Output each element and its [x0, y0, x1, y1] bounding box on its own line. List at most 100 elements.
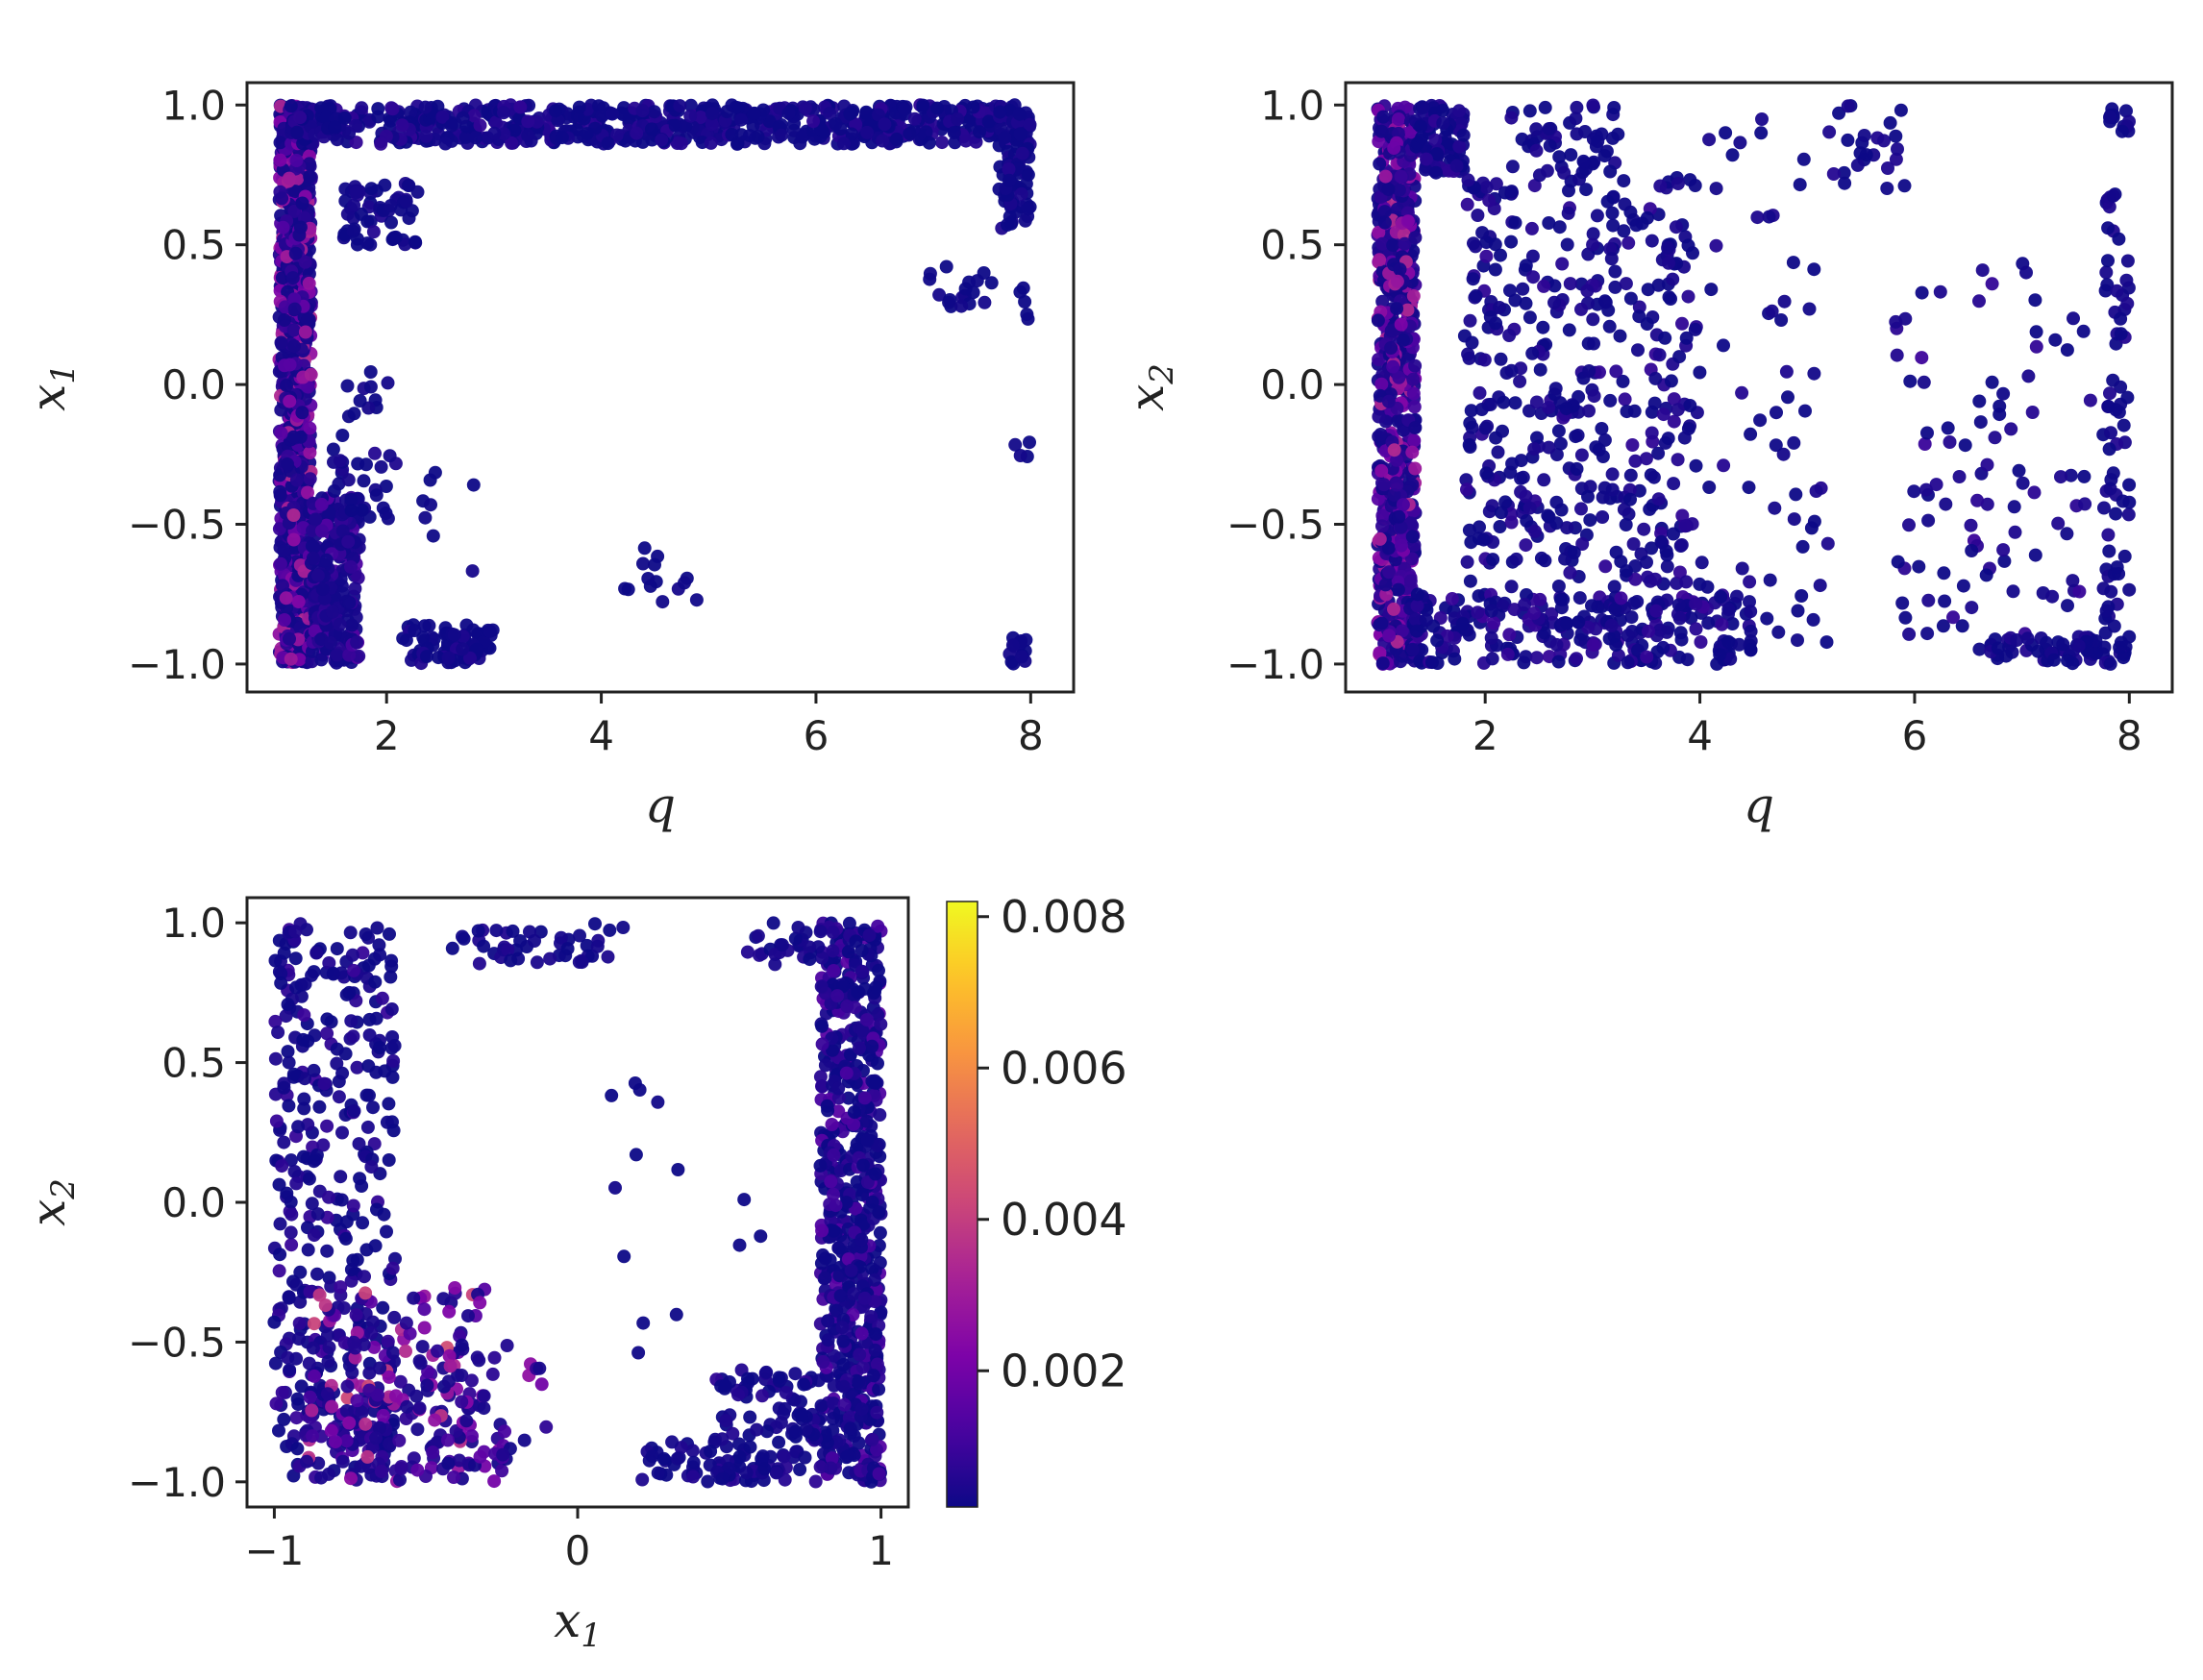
scatter-point: [384, 970, 398, 984]
scatter-point: [1689, 597, 1703, 611]
scatter-point: [1943, 435, 1957, 449]
scatter-point: [2061, 599, 2074, 613]
scatter-point: [289, 1411, 304, 1425]
scatter-point: [303, 421, 317, 435]
scatter-point: [1654, 534, 1669, 549]
scatter-point: [347, 198, 361, 212]
scatter-point: [1586, 237, 1600, 252]
scatter-point: [357, 474, 371, 488]
scatter-point: [310, 1267, 324, 1281]
scatter-point: [876, 134, 890, 148]
scatter-point: [370, 1202, 384, 1217]
scatter-point: [348, 581, 362, 596]
scatter-point: [1586, 637, 1600, 652]
scatter-point: [1681, 289, 1696, 304]
scatter-point: [1743, 575, 1757, 589]
scatter-point: [1485, 652, 1499, 666]
scatter-point: [1919, 482, 1933, 497]
scatter-point: [1014, 186, 1028, 201]
scatter-point: [381, 1334, 395, 1348]
scatter-point: [1374, 377, 1389, 391]
scatter-point: [1408, 231, 1423, 245]
scatter-point: [1393, 262, 1407, 277]
scatter-point: [1571, 429, 1585, 442]
scatter-point: [505, 136, 519, 150]
scatter-point: [2060, 343, 2074, 358]
scatter-point: [1508, 396, 1522, 410]
scatter-point: [352, 1137, 366, 1151]
scatter-point: [345, 618, 359, 632]
scatter-point: [1519, 259, 1533, 273]
scatter-point: [1563, 277, 1577, 291]
scatter-point: [326, 442, 340, 457]
scatter-point: [424, 498, 437, 512]
scatter-point: [1013, 127, 1027, 141]
scatter-point: [1583, 513, 1597, 528]
scatter-point: [1392, 112, 1405, 126]
scatter-point: [359, 1417, 373, 1431]
scatter-point: [1605, 206, 1620, 220]
scatter-point: [590, 939, 605, 953]
scatter-point: [1497, 395, 1511, 409]
scatter-point: [274, 967, 288, 981]
scatter-point: [284, 99, 298, 113]
scatter-point: [1662, 256, 1675, 270]
y-tick-label: −1.0: [128, 641, 226, 688]
scatter-point: [1702, 481, 1717, 494]
scatter-point: [1519, 650, 1533, 664]
scatter-point: [1387, 443, 1401, 457]
scatter-point: [1586, 227, 1600, 241]
scatter-point: [1493, 301, 1506, 314]
scatter-point: [1675, 508, 1690, 523]
scatter-point: [455, 1338, 469, 1352]
scatter-point: [1390, 478, 1404, 492]
scatter-point: [1965, 601, 1979, 615]
scatter-point: [2019, 265, 2033, 280]
scatter-point: [485, 1367, 500, 1381]
scatter-point: [1382, 565, 1397, 580]
scatter-point: [364, 1160, 379, 1174]
scatter-point: [342, 648, 357, 662]
scatter-point: [2121, 507, 2136, 522]
scatter-point: [292, 1317, 307, 1330]
scatter-point: [342, 1416, 357, 1430]
scatter-point: [1564, 148, 1578, 162]
scatter-point: [447, 1470, 460, 1484]
scatter-point: [426, 1445, 440, 1460]
scatter-point: [1719, 126, 1733, 140]
scatter-point: [420, 650, 433, 663]
scatter-point: [1552, 220, 1567, 235]
scatter-point: [1672, 565, 1687, 580]
scatter-point: [1542, 216, 1556, 230]
scatter-point: [1530, 431, 1544, 445]
scatter-point: [555, 131, 569, 145]
scatter-point: [346, 1198, 360, 1213]
scatter-point: [330, 1042, 344, 1056]
scatter-point: [286, 1067, 301, 1081]
scatter-point: [297, 1101, 311, 1116]
scatter-point: [1762, 210, 1776, 224]
scatter-point: [678, 576, 691, 590]
scatter-point: [1742, 481, 1756, 495]
scatter-point: [337, 1301, 351, 1315]
scatter-point: [404, 105, 418, 119]
scatter-point: [1667, 414, 1681, 429]
scatter-point: [307, 1317, 321, 1331]
scatter-point: [1489, 431, 1503, 445]
scatter-point: [399, 1344, 412, 1358]
scatter-point: [443, 1359, 458, 1373]
scatter-point: [330, 133, 344, 147]
scatter-point: [1021, 311, 1035, 326]
scatter-point: [656, 595, 670, 609]
scatter-point: [335, 1125, 349, 1140]
scatter-point: [1483, 309, 1498, 324]
scatter-point: [1621, 235, 1636, 250]
x-tick-label: 4: [1687, 712, 1713, 759]
scatter-point: [1771, 625, 1786, 639]
scatter-point: [1936, 619, 1950, 633]
scatter-point: [384, 953, 399, 968]
scatter-point: [393, 1472, 407, 1487]
scatter-point: [1463, 313, 1477, 328]
